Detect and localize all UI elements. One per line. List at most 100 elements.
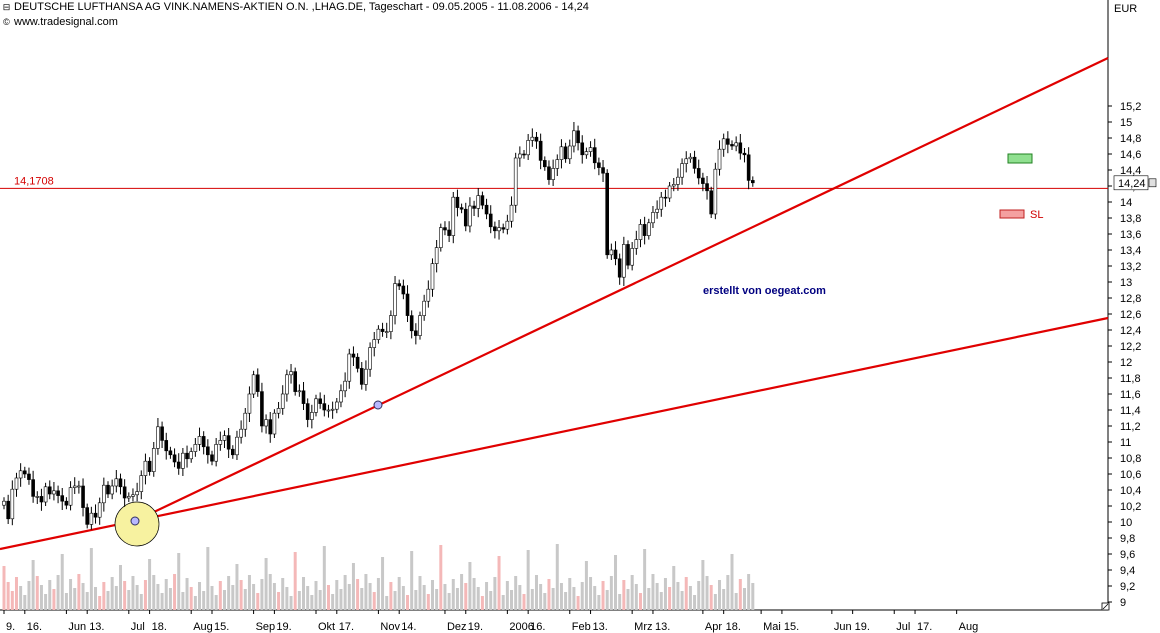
candle-body	[676, 176, 680, 185]
candle-body	[617, 258, 622, 278]
volume-bar	[118, 565, 122, 610]
volume-bar	[751, 583, 755, 610]
chart-title: ⊟ DEUTSCHE LUFTHANSA AG VINK.NAMENS-AKTIE…	[2, 1, 589, 13]
volume-bar	[730, 554, 734, 610]
volume-bar	[177, 553, 181, 610]
candle-body	[634, 239, 639, 249]
candle-body	[172, 454, 177, 463]
candle-body	[222, 435, 227, 441]
volume-bar	[680, 591, 684, 610]
stop-loss-box[interactable]	[999, 209, 1025, 219]
candle-body	[713, 168, 718, 215]
volume-bar	[222, 590, 226, 610]
volume-bar	[364, 574, 368, 610]
volume-bar	[493, 577, 497, 610]
candle-body	[110, 485, 114, 495]
volume-bar	[173, 574, 177, 610]
volume-bar	[572, 587, 576, 610]
volume-bar	[372, 592, 376, 610]
y-tick-label: 13,6	[1120, 229, 1141, 241]
candle-body	[347, 353, 352, 382]
candle-body	[27, 473, 31, 480]
volume-bar	[56, 575, 60, 610]
volume-bar	[94, 587, 98, 610]
candle-body	[334, 401, 339, 410]
candle-body	[726, 138, 730, 145]
candle-body	[426, 288, 431, 302]
volume-bar	[185, 578, 189, 610]
volume-bar	[489, 591, 493, 610]
candle-body	[139, 475, 144, 492]
candle-body	[601, 167, 605, 174]
volume-bar	[293, 552, 297, 610]
volume-bar	[742, 588, 746, 610]
x-tick-label: 15.	[784, 621, 799, 633]
candle-body	[663, 196, 668, 199]
candle-body	[218, 440, 223, 445]
volume-bar	[410, 551, 414, 610]
steep-trendline[interactable]	[134, 57, 1109, 522]
volume-bar	[143, 580, 147, 610]
candle-body	[322, 403, 327, 411]
candle-body	[81, 485, 85, 508]
candle-body	[226, 435, 231, 450]
volume-bar	[127, 590, 131, 610]
candle-body	[351, 353, 356, 358]
candle-body	[613, 249, 618, 260]
volume-bar	[322, 546, 326, 610]
candle-body	[480, 195, 485, 206]
volume-bar	[264, 558, 268, 610]
target-box[interactable]	[1007, 153, 1033, 164]
candle-body	[197, 436, 202, 445]
candle-body	[368, 347, 372, 370]
candle-body	[293, 371, 298, 392]
candle-body	[243, 412, 248, 430]
candle-body	[459, 207, 464, 210]
volume-bar	[247, 575, 251, 610]
volume-bar	[81, 583, 85, 610]
volume-bar	[60, 554, 64, 610]
long-trendline[interactable]	[0, 316, 1109, 551]
volume-bar	[401, 586, 405, 610]
candle-body	[102, 484, 106, 504]
touch-marker[interactable]	[130, 516, 140, 526]
candle-body	[563, 146, 568, 160]
candle-body	[314, 398, 318, 413]
x-tick-label: 17.	[339, 621, 354, 633]
x-tick-label: 14.	[401, 621, 416, 633]
volume-bar	[634, 584, 638, 610]
volume-bar	[551, 588, 555, 610]
last-price-box	[1113, 175, 1149, 191]
candle-body	[376, 328, 381, 340]
volume-bar	[310, 595, 314, 610]
candle-body	[671, 184, 676, 187]
candle-body	[559, 146, 564, 160]
candle-body	[14, 477, 19, 490]
candle-body	[359, 368, 364, 385]
candle-body	[318, 398, 322, 404]
volume-bar	[439, 545, 443, 610]
chart-source: © www.tradesignal.com	[2, 16, 118, 28]
volume-bar	[497, 556, 501, 610]
volume-bar	[10, 591, 14, 610]
candle-body	[2, 500, 6, 506]
y-tick-label: 14	[1120, 197, 1132, 209]
candle-body	[31, 479, 35, 497]
volume-bar	[722, 589, 726, 610]
y-tick-label: 9	[1120, 597, 1126, 609]
candle-body	[688, 156, 693, 160]
volume-bar	[738, 579, 742, 610]
candle-body	[122, 486, 127, 499]
volume-bar	[638, 593, 642, 610]
volume-bar	[593, 586, 597, 610]
touch-marker[interactable]	[373, 400, 383, 410]
candle-body	[505, 220, 510, 230]
x-tick-label: Nov	[380, 621, 400, 633]
volume-bar	[156, 584, 160, 610]
collapse-box-icon[interactable]: ⊟	[2, 2, 11, 12]
volume-bar	[252, 584, 256, 610]
candle-body	[118, 478, 123, 488]
y-tick-label: 11,8	[1120, 373, 1141, 385]
y-tick-label: 15	[1120, 117, 1132, 129]
